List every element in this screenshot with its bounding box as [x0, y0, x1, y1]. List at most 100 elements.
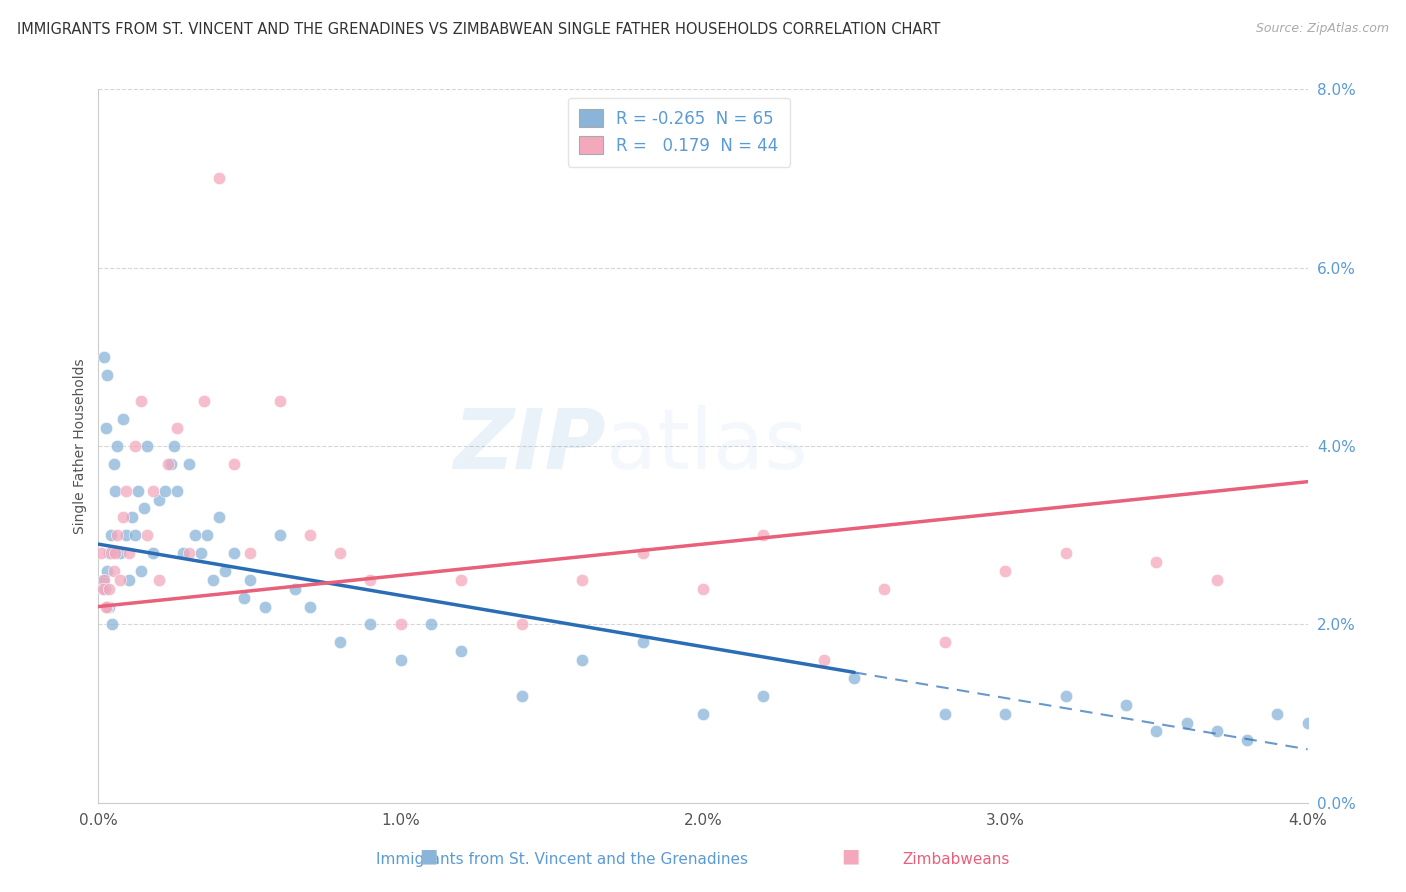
- Point: [510, 689, 533, 703]
- Point: [389, 617, 412, 632]
- Text: ■: ■: [841, 847, 860, 865]
- Point: [692, 582, 714, 596]
- Y-axis label: Single Father Households: Single Father Households: [73, 359, 87, 533]
- Point: [166, 483, 188, 498]
- Point: [101, 617, 124, 632]
- Point: [1236, 733, 1258, 747]
- Point: [129, 564, 152, 578]
- Point: [752, 689, 775, 703]
- Point: [93, 350, 115, 364]
- Point: [202, 573, 225, 587]
- Point: [160, 457, 183, 471]
- Point: [360, 617, 382, 632]
- Point: [269, 528, 291, 542]
- Point: [195, 528, 218, 542]
- Text: ZIP: ZIP: [454, 406, 606, 486]
- Point: [96, 599, 118, 614]
- Text: ■: ■: [419, 847, 439, 865]
- Point: [1267, 706, 1289, 721]
- Point: [299, 528, 322, 542]
- Point: [148, 492, 170, 507]
- Point: [94, 421, 117, 435]
- Point: [510, 617, 533, 632]
- Point: [127, 483, 149, 498]
- Point: [135, 528, 157, 542]
- Point: [190, 546, 212, 560]
- Point: [94, 599, 117, 614]
- Point: [1296, 715, 1319, 730]
- Point: [934, 635, 956, 649]
- Text: Immigrants from St. Vincent and the Grenadines: Immigrants from St. Vincent and the Gren…: [377, 852, 748, 867]
- Point: [96, 564, 118, 578]
- Text: Zimbabweans: Zimbabweans: [903, 852, 1010, 867]
- Point: [752, 528, 775, 542]
- Point: [934, 706, 956, 721]
- Point: [111, 510, 134, 524]
- Point: [844, 671, 866, 685]
- Legend: R = -0.265  N = 65, R =   0.179  N = 44: R = -0.265 N = 65, R = 0.179 N = 44: [568, 97, 790, 167]
- Point: [1175, 715, 1198, 730]
- Point: [96, 368, 118, 382]
- Point: [631, 546, 654, 560]
- Point: [1054, 546, 1077, 560]
- Point: [103, 457, 125, 471]
- Point: [360, 573, 382, 587]
- Point: [873, 582, 896, 596]
- Point: [135, 439, 157, 453]
- Point: [91, 582, 114, 596]
- Point: [1206, 724, 1229, 739]
- Point: [208, 171, 231, 186]
- Point: [420, 617, 443, 632]
- Point: [105, 528, 128, 542]
- Point: [114, 528, 136, 542]
- Point: [104, 483, 127, 498]
- Point: [994, 706, 1017, 721]
- Point: [269, 394, 291, 409]
- Point: [179, 546, 201, 560]
- Text: IMMIGRANTS FROM ST. VINCENT AND THE GRENADINES VS ZIMBABWEAN SINGLE FATHER HOUSE: IMMIGRANTS FROM ST. VINCENT AND THE GREN…: [17, 22, 941, 37]
- Point: [118, 546, 141, 560]
- Point: [214, 564, 236, 578]
- Point: [124, 439, 146, 453]
- Point: [450, 644, 472, 658]
- Point: [284, 582, 307, 596]
- Text: atlas: atlas: [606, 406, 808, 486]
- Point: [184, 528, 207, 542]
- Point: [1115, 698, 1137, 712]
- Point: [121, 510, 143, 524]
- Point: [142, 483, 165, 498]
- Point: [172, 546, 194, 560]
- Point: [450, 573, 472, 587]
- Point: [571, 573, 593, 587]
- Point: [98, 546, 121, 560]
- Point: [142, 546, 165, 560]
- Point: [1054, 689, 1077, 703]
- Point: [124, 528, 146, 542]
- Point: [103, 564, 125, 578]
- Point: [94, 582, 117, 596]
- Point: [129, 394, 152, 409]
- Point: [104, 546, 127, 560]
- Text: Source: ZipAtlas.com: Source: ZipAtlas.com: [1256, 22, 1389, 36]
- Point: [111, 412, 134, 426]
- Point: [108, 546, 131, 560]
- Point: [631, 635, 654, 649]
- Point: [299, 599, 322, 614]
- Point: [208, 510, 231, 524]
- Point: [253, 599, 276, 614]
- Point: [179, 457, 201, 471]
- Point: [148, 573, 170, 587]
- Point: [98, 582, 121, 596]
- Point: [224, 546, 246, 560]
- Point: [1206, 573, 1229, 587]
- Point: [692, 706, 714, 721]
- Point: [1146, 555, 1168, 569]
- Point: [90, 546, 112, 560]
- Point: [813, 653, 835, 667]
- Point: [224, 457, 246, 471]
- Point: [994, 564, 1017, 578]
- Point: [98, 599, 121, 614]
- Point: [239, 573, 262, 587]
- Point: [153, 483, 176, 498]
- Point: [91, 573, 114, 587]
